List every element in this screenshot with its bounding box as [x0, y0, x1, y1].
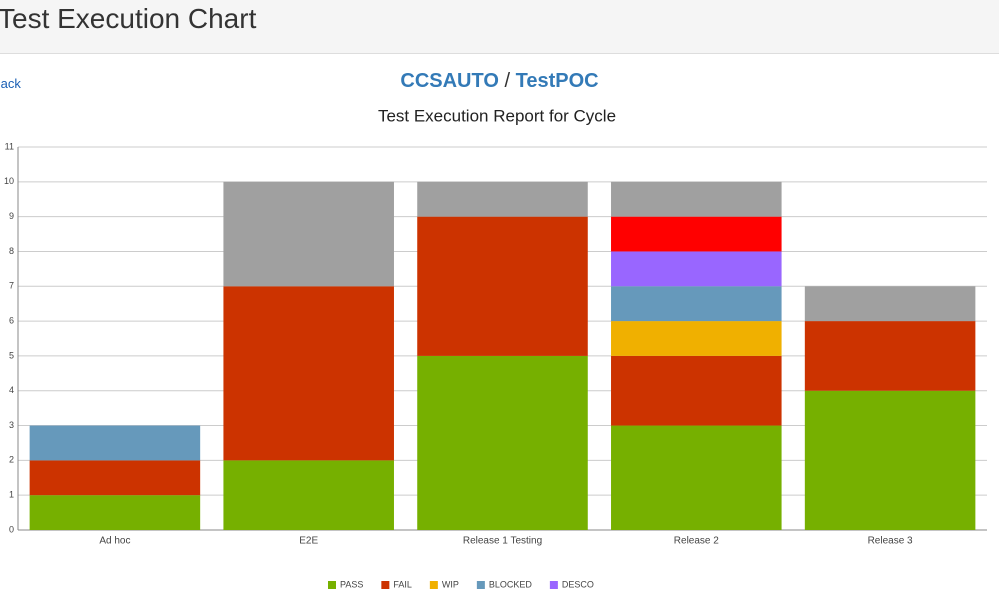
bar-segment [804, 286, 976, 322]
y-tick-label: 10 [4, 176, 14, 186]
y-tick-label: 6 [9, 315, 14, 325]
separator: / [504, 70, 511, 92]
legend-label: PASS [340, 579, 363, 589]
bar-segment [29, 495, 201, 530]
x-tick-label: Ad hoc [99, 536, 130, 547]
y-tick-label: 8 [9, 246, 14, 256]
legend-label: DESCO [562, 579, 594, 589]
back-link[interactable]: Back [0, 76, 21, 91]
legend-label: FAIL [393, 579, 412, 589]
y-tick-label: 4 [9, 385, 14, 395]
y-tick-label: 3 [9, 420, 14, 430]
y-tick-label: 0 [9, 524, 14, 534]
legend-swatch [476, 581, 485, 589]
cycle-link[interactable]: TestPOC [515, 70, 599, 92]
y-tick-label: 11 [5, 141, 14, 151]
legend-label: WIP [442, 579, 459, 589]
bar-segment [417, 181, 588, 217]
page-title: Test Execution Chart [0, 3, 257, 34]
bar-segment [611, 251, 782, 287]
y-tick-label: 1 [9, 490, 14, 500]
x-tick-label: E2E [299, 536, 318, 547]
bar-segment [611, 425, 782, 530]
bar-segment [611, 216, 782, 252]
bar-segment [611, 321, 782, 356]
bar-segment [611, 286, 782, 322]
x-tick-label: Release 2 [674, 536, 719, 547]
bar-segment [417, 216, 588, 356]
y-tick-label: 2 [9, 455, 14, 465]
breadcrumb: CCSAUTO / TestPOC [0, 70, 999, 93]
bar-segment [804, 390, 976, 530]
bar-segment [417, 355, 588, 530]
legend-swatch [328, 581, 336, 589]
header: Test Execution Chart [0, 0, 999, 54]
y-tick-label: 9 [9, 211, 14, 221]
bar-segment [804, 321, 976, 391]
bar-segment [29, 425, 201, 461]
x-tick-label: Release 1 Testing [463, 536, 542, 547]
y-tick-label: 5 [9, 350, 14, 360]
x-tick-label: Release 3 [868, 536, 913, 547]
bar-segment [611, 355, 782, 426]
legend-swatch [381, 581, 390, 589]
y-tick-label: 7 [9, 281, 14, 291]
legend-swatch [429, 581, 438, 589]
legend-swatch [549, 581, 558, 589]
project-link[interactable]: CCSAUTO [400, 70, 499, 92]
legend-label: BLOCKED [489, 579, 533, 589]
bar-segment [223, 286, 394, 461]
bar-segment [223, 181, 394, 287]
bar-segment [29, 460, 201, 496]
bar-segment [611, 181, 782, 217]
bar-segment [223, 460, 394, 530]
chart-title: Test Execution Report for Cycle [378, 106, 616, 125]
